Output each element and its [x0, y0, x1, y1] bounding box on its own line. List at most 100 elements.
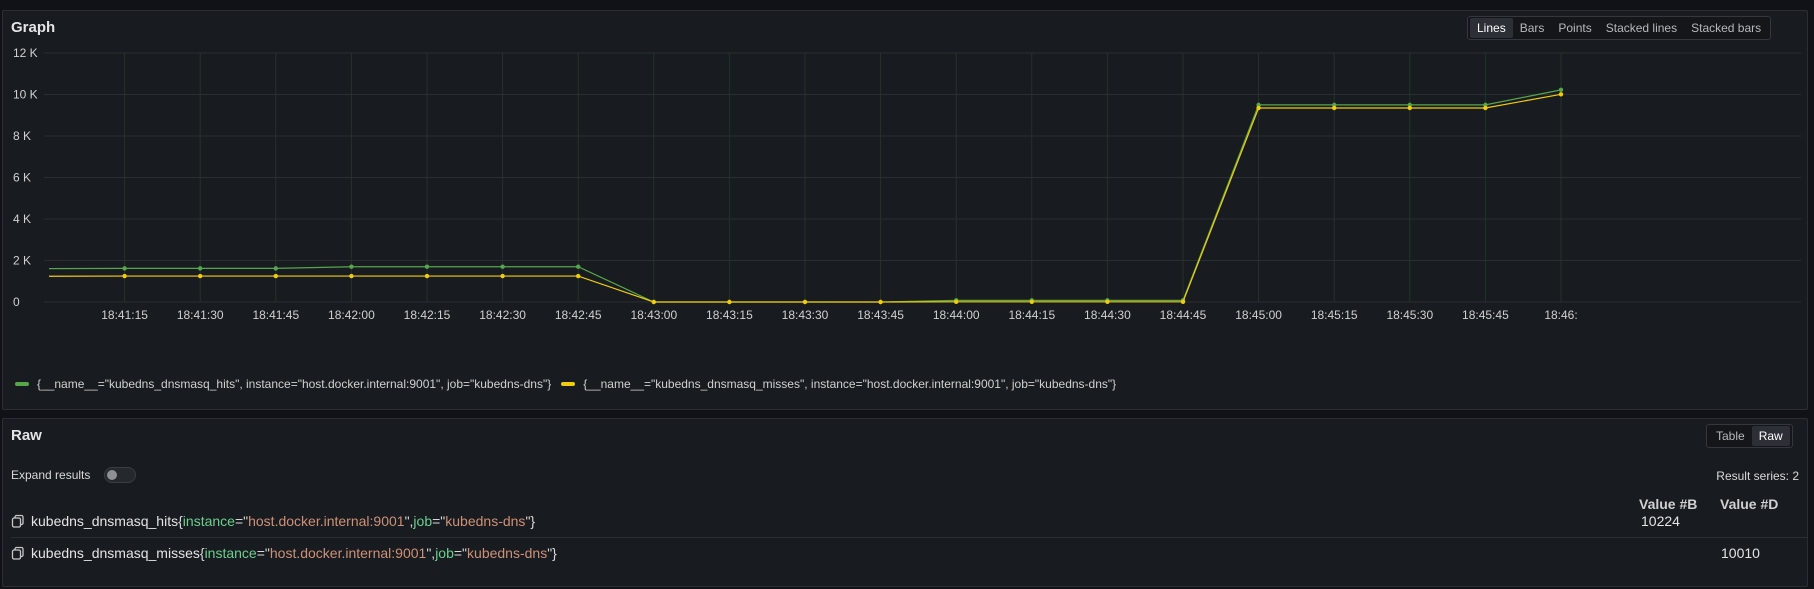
- label-key: instance: [182, 513, 235, 529]
- data-point: [349, 273, 354, 279]
- mode-points[interactable]: Points: [1558, 21, 1592, 35]
- label-value: kubedns-dns: [467, 545, 548, 561]
- data-point: [576, 264, 581, 269]
- x-tick-label: 18:42:45: [555, 308, 602, 322]
- raw-view-selector: Table Raw: [1706, 424, 1793, 448]
- y-tick-label: 0: [13, 295, 20, 309]
- mode-bars[interactable]: Bars: [1519, 21, 1545, 35]
- x-tick-label: 18:43:15: [706, 308, 753, 322]
- data-point: [878, 299, 883, 305]
- data-point: [802, 299, 808, 305]
- x-tick-label: 18:41:15: [101, 308, 148, 322]
- label-open: {: [178, 513, 183, 529]
- y-tick-label: 10 K: [13, 88, 38, 102]
- data-point: [122, 266, 127, 271]
- data-point: [1180, 299, 1186, 304]
- copy-icon[interactable]: [11, 546, 25, 560]
- legend-item-hits[interactable]: {__name__="kubedns_dnsmasq_hits", instan…: [15, 377, 551, 391]
- table-row: kubedns_dnsmasq_hits{instance =" host.dock…: [3, 507, 1799, 535]
- x-tick-label: 18:45:15: [1311, 308, 1358, 322]
- raw-panel: Raw Table Raw Expand results Result seri…: [2, 418, 1808, 587]
- data-point: [954, 299, 959, 304]
- view-raw[interactable]: Raw: [1751, 426, 1790, 446]
- legend-swatch-hits: [15, 382, 29, 386]
- data-point: [576, 273, 581, 279]
- x-tick-label: 18:44:15: [1008, 308, 1055, 322]
- graph-mode-selector: Lines Bars Points Stacked lines Stacked …: [1467, 16, 1772, 40]
- label-sep: ",: [404, 513, 414, 529]
- expand-results-toggle[interactable]: [104, 467, 137, 483]
- data-point: [1105, 299, 1110, 304]
- y-tick-label: 4 K: [13, 212, 31, 226]
- x-tick-label: 18:45:45: [1462, 308, 1509, 322]
- label-sep: ",: [426, 545, 436, 561]
- line-chart: 0 2 K 4 K 6 K 8 K 10 K 12 K 18:41:15 18:41:30 18:…: [13, 46, 1801, 322]
- column-header-value-b: Value #B: [1639, 496, 1698, 512]
- label-key: job: [413, 513, 433, 529]
- data-point: [198, 273, 203, 279]
- x-tick-label: 18:42:30: [479, 308, 526, 322]
- legend-swatch-misses: [561, 382, 576, 386]
- data-point: [1407, 105, 1413, 111]
- metric-name: kubedns_dnsmasq_misses: [31, 545, 200, 561]
- x-tick-label: 18:44:00: [933, 308, 980, 322]
- data-point: [198, 266, 203, 271]
- data-point: [1332, 105, 1337, 111]
- label-close: "}: [547, 545, 557, 561]
- raw-title: Raw: [11, 427, 42, 444]
- data-point: [1256, 102, 1261, 108]
- mode-stacked-lines[interactable]: Stacked lines: [1605, 21, 1678, 35]
- view-table[interactable]: Table: [1716, 429, 1745, 443]
- result-series-count: Result series: 2: [1716, 469, 1799, 483]
- y-tick-label: 12 K: [13, 46, 38, 60]
- y-tick-label: 8 K: [13, 129, 31, 143]
- mode-stacked-bars[interactable]: Stacked bars: [1691, 21, 1762, 35]
- x-tick-label: 18:45:00: [1235, 308, 1282, 322]
- chart-legend: {__name__="kubedns_dnsmasq_hits", instan…: [15, 377, 1126, 391]
- legend-item-misses[interactable]: {__name__="kubedns_dnsmasq_misses", inst…: [561, 377, 1116, 391]
- x-tick-label: 18:42:15: [404, 308, 451, 322]
- x-tick-label: 18:41:30: [177, 308, 224, 322]
- data-point: [1256, 105, 1261, 111]
- data-point: [273, 273, 278, 279]
- copy-icon[interactable]: [11, 514, 25, 528]
- row-divider: [11, 537, 1807, 538]
- value-d-cell: 10010: [1721, 545, 1760, 561]
- label-open: {: [199, 545, 205, 561]
- data-point: [651, 299, 656, 305]
- x-tick-label: 18:42:00: [328, 308, 375, 322]
- data-point: [1558, 87, 1564, 93]
- value-b-cell: 10224: [1641, 513, 1680, 529]
- toggle-knob: [107, 470, 118, 480]
- data-point: [500, 273, 505, 279]
- metric-name: kubedns_dnsmasq_hits: [31, 513, 179, 529]
- data-point: [349, 264, 354, 269]
- data-point: [122, 273, 127, 279]
- x-tick-label: 18:44:45: [1160, 308, 1207, 322]
- graph-title: Graph: [11, 19, 56, 36]
- x-tick-label: 18:41:45: [252, 308, 299, 322]
- data-point: [1407, 102, 1413, 108]
- y-tick-label: 2 K: [13, 254, 31, 268]
- legend-label-hits: {__name__="kubedns_dnsmasq_hits", instan…: [37, 377, 552, 391]
- label-key: instance: [204, 545, 257, 561]
- label-value: host.docker.internal:9001: [248, 513, 405, 529]
- label-value: kubedns-dns: [445, 513, 526, 529]
- x-tick-label: 18:45:30: [1386, 308, 1433, 322]
- x-tick-label: 18:43:30: [782, 308, 829, 322]
- data-point: [424, 264, 430, 269]
- data-point: [727, 299, 732, 305]
- label-eq: =": [432, 513, 446, 529]
- expand-results: Expand results: [11, 467, 137, 483]
- data-point: [1558, 92, 1564, 97]
- label-close: "}: [525, 513, 536, 529]
- data-point: [273, 266, 278, 271]
- column-header-value-d: Value #D: [1720, 496, 1779, 512]
- mode-lines[interactable]: Lines: [1470, 18, 1513, 38]
- label-value: host.docker.internal:9001: [269, 545, 427, 561]
- label-eq: =": [256, 545, 270, 561]
- data-point: [1332, 102, 1337, 108]
- x-tick-label: 18:44:30: [1084, 308, 1131, 322]
- label-eq: =": [234, 513, 249, 529]
- legend-label-misses: {__name__="kubedns_dnsmasq_misses", inst…: [583, 377, 1117, 391]
